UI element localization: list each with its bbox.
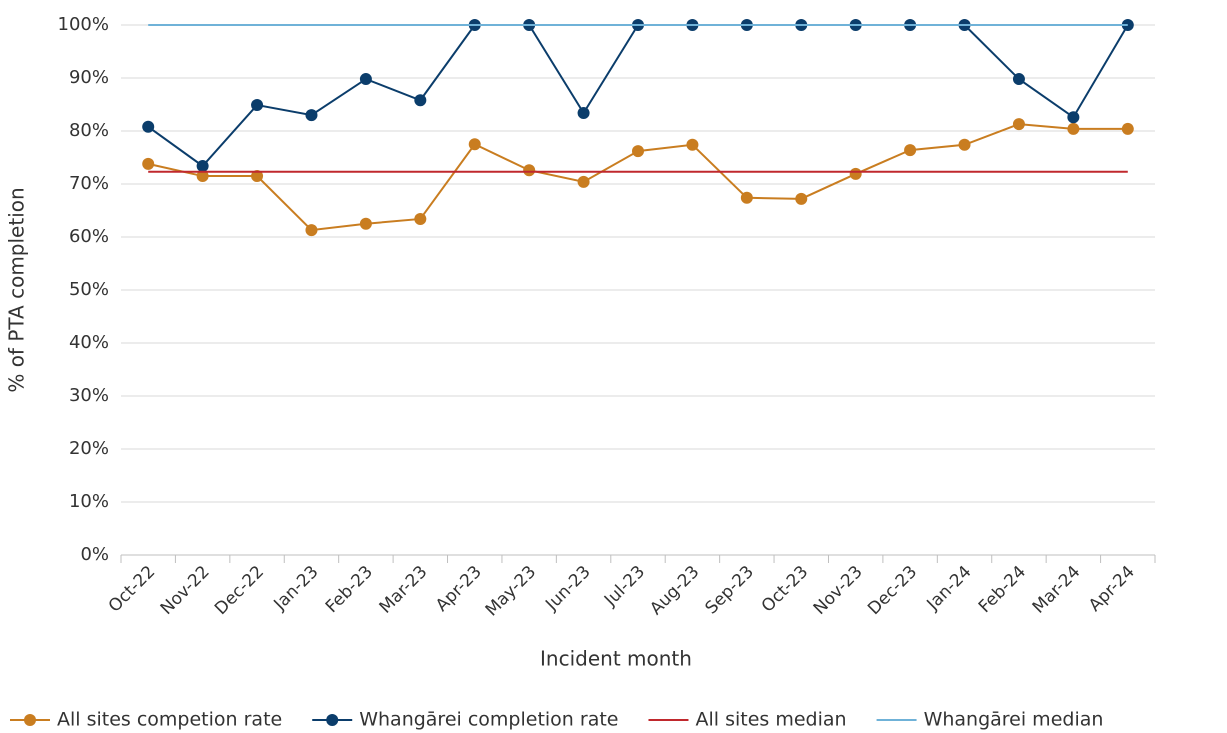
x-tick-label: Jun-23 — [541, 562, 594, 615]
data-point — [740, 191, 753, 204]
data-point — [414, 212, 427, 225]
data-point — [523, 164, 536, 177]
x-tick-label: Jan-24 — [923, 562, 976, 615]
y-tick-label: 20% — [69, 438, 109, 459]
data-point — [686, 138, 699, 151]
y-tick-label: 50% — [69, 279, 109, 300]
y-axis-label: % of PTA completion — [5, 187, 29, 392]
x-tick-label: Apr-23 — [432, 562, 486, 616]
x-tick-label: Apr-24 — [1085, 562, 1139, 616]
x-tick-label: Sep-23 — [701, 562, 757, 618]
data-point — [142, 120, 155, 133]
x-tick-label: Jan-23 — [270, 562, 323, 615]
data-point — [468, 138, 481, 151]
data-point — [414, 94, 427, 107]
data-point — [1067, 122, 1080, 135]
y-tick-label: 90% — [69, 67, 109, 88]
x-tick-label: Oct-22 — [105, 562, 160, 617]
y-tick-label: 10% — [69, 491, 109, 512]
y-tick-label: 100% — [58, 14, 109, 35]
data-point — [305, 224, 318, 237]
x-tick-label: Dec-22 — [211, 562, 268, 619]
data-point — [251, 170, 264, 183]
data-point — [1012, 73, 1025, 86]
legend-label: All sites competion rate — [57, 709, 282, 731]
x-tick-label: Nov-23 — [810, 562, 867, 619]
y-tick-label: 80% — [69, 120, 109, 141]
data-point — [1067, 111, 1080, 124]
x-tick-label: Aug-23 — [646, 562, 703, 619]
y-tick-label: 0% — [80, 544, 109, 565]
data-point — [632, 145, 644, 158]
y-tick-label: 60% — [69, 226, 109, 247]
data-point — [849, 167, 862, 180]
legend-marker — [326, 714, 339, 726]
y-tick-label: 40% — [69, 332, 109, 353]
data-point — [196, 170, 209, 183]
data-point — [904, 144, 917, 157]
data-point — [795, 192, 808, 205]
series-line — [147, 24, 1129, 168]
data-point — [251, 99, 264, 112]
data-point — [1012, 118, 1025, 131]
data-point — [577, 106, 590, 119]
legend-label: Whangārei completion rate — [359, 709, 618, 731]
data-point — [359, 73, 372, 86]
data-point — [305, 109, 318, 122]
x-tick-label: Dec-23 — [864, 562, 921, 619]
x-tick-label: Feb-23 — [322, 562, 377, 617]
x-tick-label: Mar-23 — [376, 562, 432, 618]
y-tick-label: 70% — [69, 173, 109, 194]
legend-label: All sites median — [695, 709, 846, 731]
x-tick-label: Nov-22 — [157, 562, 214, 619]
data-point — [1121, 122, 1134, 135]
data-point — [577, 175, 590, 188]
data-point — [142, 157, 155, 170]
y-tick-label: 30% — [69, 385, 109, 406]
x-tick-label: Jul-23 — [600, 562, 649, 611]
x-tick-label: Oct-23 — [758, 562, 813, 617]
x-tick-label: Mar-24 — [1029, 562, 1085, 618]
data-point — [196, 159, 209, 172]
x-axis-label: Incident month — [540, 647, 692, 671]
x-tick-label: May-23 — [482, 562, 540, 620]
data-point — [359, 217, 372, 230]
series-line — [147, 123, 1128, 232]
legend-marker — [24, 714, 36, 726]
data-point — [958, 138, 971, 151]
legend-label: Whangārei median — [924, 709, 1104, 731]
x-tick-label: Feb-24 — [975, 562, 1030, 617]
